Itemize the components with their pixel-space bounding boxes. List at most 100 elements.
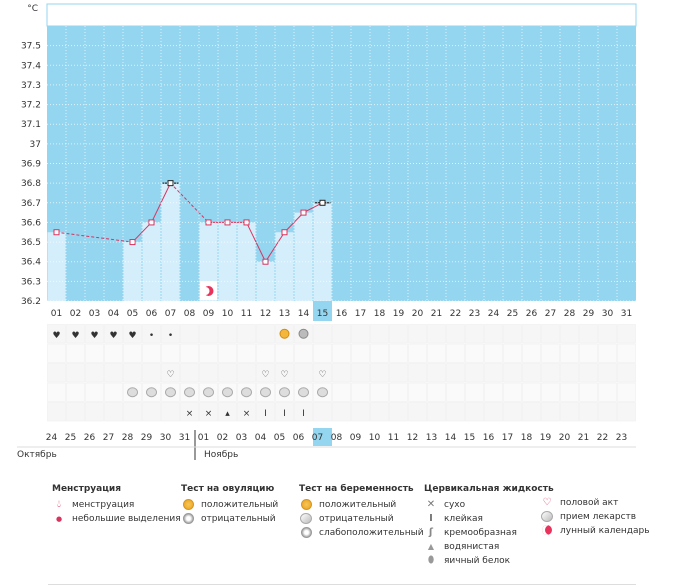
data-cell [465, 402, 484, 422]
cycle-day-label: 02 [70, 309, 81, 319]
data-cell [104, 363, 123, 383]
data-cell [427, 324, 446, 344]
temperature-line-segment [265, 231, 285, 262]
temperature-bar [47, 232, 66, 301]
heart-icon: ♡ [318, 370, 326, 380]
data-cell [256, 343, 275, 363]
data-cell [541, 343, 560, 363]
legend-item: ▲ водянистая [424, 540, 554, 554]
cycle-day-label: 30 [602, 309, 614, 319]
date-label: 05 [274, 433, 285, 443]
data-cell [142, 324, 161, 344]
data-cell [47, 324, 66, 344]
legend-title: Тест на овуляцию [181, 484, 275, 494]
data-cell [560, 343, 579, 363]
data-cell [503, 363, 522, 383]
y-tick-label: 36.2 [21, 297, 41, 307]
data-cell [66, 343, 85, 363]
legend-label: половой акт [560, 498, 619, 508]
legend-label: водянистая [444, 542, 500, 552]
watery-icon: ▴ [225, 409, 230, 419]
date-label: 18 [521, 433, 533, 443]
data-cell [199, 343, 218, 363]
small-drop-icon: ● [55, 515, 63, 523]
data-cell [104, 324, 123, 344]
date-label: 03 [236, 433, 247, 443]
data-cell [256, 363, 275, 383]
legend-label: небольшие выделения [72, 514, 181, 524]
legend-title: Тест на беременность [299, 484, 414, 494]
data-cell [313, 363, 332, 383]
legend-label: слабоположительный [319, 528, 424, 538]
data-cell [123, 343, 142, 363]
data-cell [465, 382, 484, 402]
data-cell [332, 402, 351, 422]
cycle-day-label: 28 [564, 309, 576, 319]
date-label: 10 [369, 433, 381, 443]
temperature-bar [275, 232, 294, 301]
small-drop-icon: • [149, 331, 154, 341]
data-cell [427, 343, 446, 363]
data-cell [541, 324, 560, 344]
heavy-drop-icon: ♥ [52, 331, 60, 341]
data-cell [579, 363, 598, 383]
temperature-bar [123, 242, 142, 301]
y-tick-label: 37.5 [21, 42, 41, 52]
cycle-day-label: 19 [393, 309, 405, 319]
data-cell [617, 343, 636, 363]
data-cell [560, 363, 579, 383]
weak-positive-pregnancy-icon [299, 527, 313, 539]
footer-divider [48, 584, 636, 585]
data-cell [560, 324, 579, 344]
data-cell [465, 343, 484, 363]
date-label: 25 [65, 433, 76, 443]
data-cell [465, 363, 484, 383]
date-label: 20 [559, 433, 571, 443]
dry-icon: × [205, 409, 213, 419]
data-cell [446, 402, 465, 422]
data-cell [541, 363, 560, 383]
data-cell [351, 402, 370, 422]
date-label: 08 [331, 433, 343, 443]
dry-icon: ✕ [426, 499, 436, 510]
y-tick-label: 37.4 [21, 61, 41, 71]
cycle-day-label: 13 [279, 309, 290, 319]
date-label: 14 [445, 433, 457, 443]
data-cell [389, 402, 408, 422]
sticky-icon: I [283, 409, 286, 419]
dry-icon: × [243, 409, 251, 419]
pill-icon [127, 387, 138, 398]
data-cell [218, 343, 237, 363]
data-cell [446, 382, 465, 402]
date-label: 06 [293, 433, 305, 443]
temperature-line-segment [303, 202, 323, 214]
data-cell [85, 382, 104, 402]
cycle-day-label: 16 [336, 309, 348, 319]
selected-date-highlight [313, 428, 332, 446]
data-cell [237, 363, 256, 383]
pill-icon [184, 387, 195, 398]
data-cell [161, 343, 180, 363]
data-cell [332, 343, 351, 363]
data-cell [503, 324, 522, 344]
date-label: 12 [407, 433, 418, 443]
cycle-day-label: 09 [203, 309, 215, 319]
sticky-icon: I [429, 513, 433, 524]
y-tick-label: 36.4 [21, 258, 41, 268]
plot-header-box [46, 3, 637, 27]
temperature-line-segment [170, 182, 209, 223]
cycle-day-label: 05 [127, 309, 138, 319]
date-label: 23 [616, 433, 627, 443]
data-cell [85, 402, 104, 422]
data-cell [389, 382, 408, 402]
data-cell [484, 324, 503, 344]
legend-label: клейкая [444, 514, 483, 524]
legend-item: прием лекарств [540, 510, 650, 524]
data-cell [180, 324, 199, 344]
cycle-day-label: 27 [545, 309, 556, 319]
data-cell [370, 382, 389, 402]
data-cell [598, 363, 617, 383]
data-cell [161, 402, 180, 422]
legend-other: ♡ половой акт прием лекарств лунный кален… [540, 496, 650, 538]
data-cell [237, 324, 256, 344]
